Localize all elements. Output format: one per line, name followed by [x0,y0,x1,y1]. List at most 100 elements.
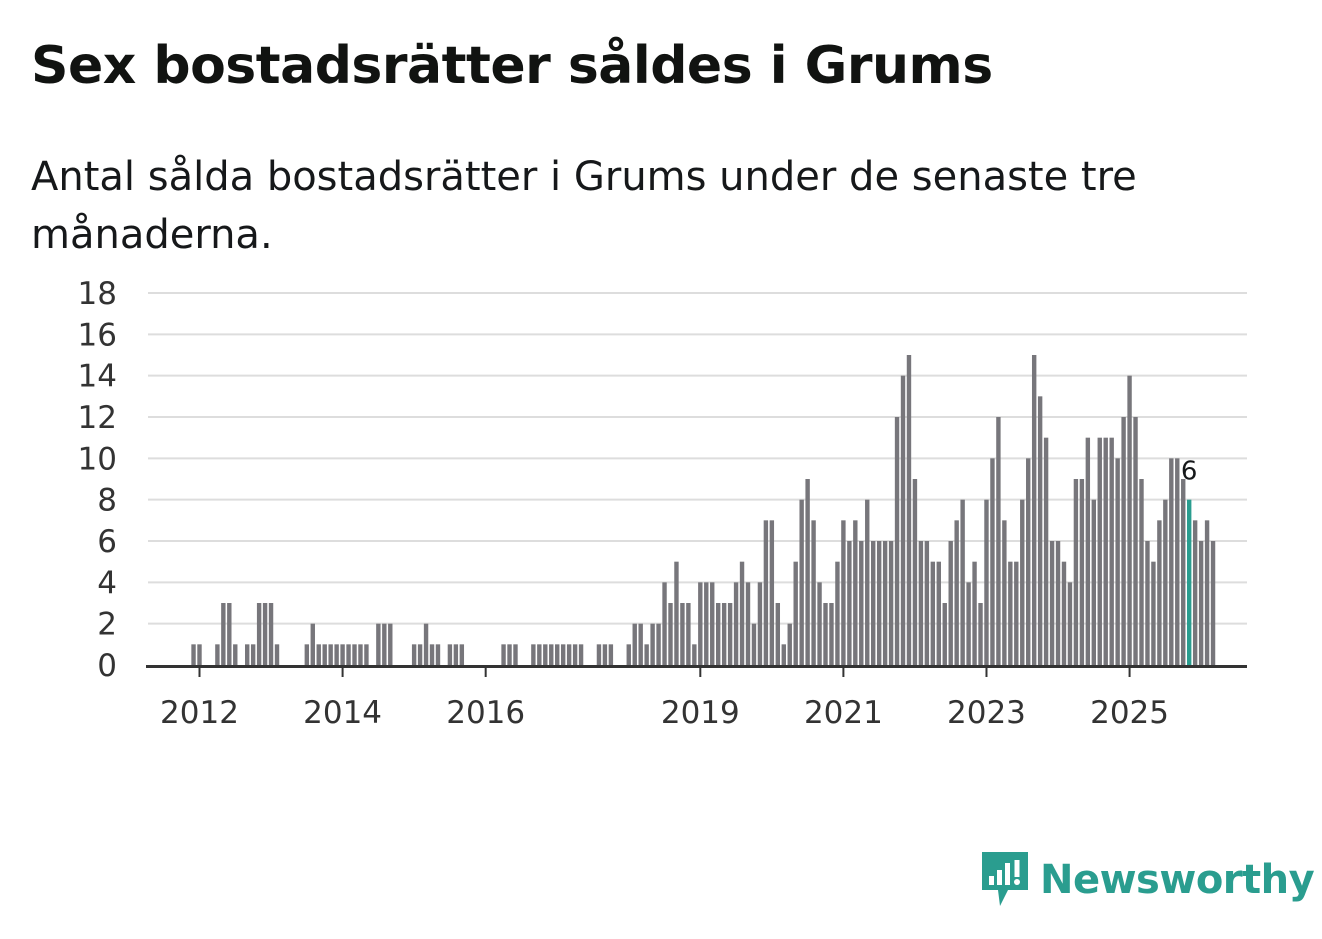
bar [948,541,953,665]
bar [859,541,864,665]
bar [775,603,781,665]
bar [334,644,339,665]
bar [924,541,930,665]
bar [972,561,977,665]
bar [1014,561,1019,665]
x-tick-label: 2023 [947,695,1026,731]
bar [632,623,637,665]
bar [245,644,250,665]
bar [513,644,518,665]
y-tick-label: 8 [97,483,117,519]
bar [1151,561,1156,665]
y-tick-label: 2 [97,607,117,643]
bar [1008,561,1013,665]
bar [388,623,393,665]
bar [274,644,280,665]
highlight-value-label: 6 [1181,457,1198,487]
bar [1026,458,1031,665]
bar [1085,437,1091,665]
bar [918,541,924,665]
bar [876,541,882,665]
bar [340,644,345,665]
bar [692,644,697,665]
bar [847,541,852,665]
bar [674,561,679,665]
bar [715,603,721,665]
bar [793,561,798,665]
bar [817,582,822,665]
bar [233,644,238,665]
bar [781,644,786,665]
bar [668,603,673,665]
bar [364,644,369,665]
bar [1091,499,1096,665]
bar [1049,541,1055,665]
bar [191,644,196,665]
bar [1198,541,1204,665]
y-tick-label: 12 [78,400,117,436]
bar [680,603,685,665]
newsworthy-chart-icon [982,852,1028,906]
bar [543,644,548,665]
bar [382,623,387,665]
bar [411,644,417,665]
bar [1037,396,1043,665]
bar [644,644,649,665]
bar [429,644,435,665]
bar [686,603,691,665]
bar [996,417,1001,665]
bar [1103,437,1108,665]
bars [191,355,1216,665]
bar [250,644,256,665]
bar [1031,355,1037,665]
bar [638,623,643,665]
bar [1204,520,1210,665]
bar [268,603,274,665]
bar [602,644,608,665]
bar [1079,479,1085,665]
bar [984,499,989,665]
bar [572,644,578,665]
bar [1139,479,1144,665]
bar [578,644,584,665]
bar [906,355,912,665]
bar [936,561,941,665]
bar [733,582,739,665]
bar [745,582,751,665]
bar [328,644,333,665]
bar [704,582,709,665]
bar [871,541,876,665]
bar [787,623,792,665]
bar [990,458,995,665]
bar [1109,437,1114,665]
bar [256,603,262,665]
bar [823,603,828,665]
bar [608,644,614,665]
bar [459,644,465,665]
bar [447,644,453,665]
bar [888,541,894,665]
bar [221,603,226,665]
bar [197,644,202,665]
bar [727,603,733,665]
bar [930,561,936,665]
x-tick-label: 2019 [661,695,740,731]
bar [1002,520,1007,665]
bar [1181,479,1186,665]
bar [757,582,763,665]
y-tick-label: 10 [78,441,117,477]
bar [1020,499,1025,665]
y-axis-ticks: 0 2 4 6 8 10 12 14 16 18 [78,276,117,684]
bar [1163,499,1168,665]
bar [656,623,661,665]
bar [721,603,727,665]
bar [358,644,363,665]
x-tick-label: 2021 [804,695,883,731]
bar [1192,520,1198,665]
bar [960,499,965,665]
bar [417,644,423,665]
bar [549,644,554,665]
bar [882,541,888,665]
x-tick-label: 2025 [1090,695,1169,731]
chart-subtitle: Antal sålda bostadsrätter i Grums under … [31,154,1137,258]
